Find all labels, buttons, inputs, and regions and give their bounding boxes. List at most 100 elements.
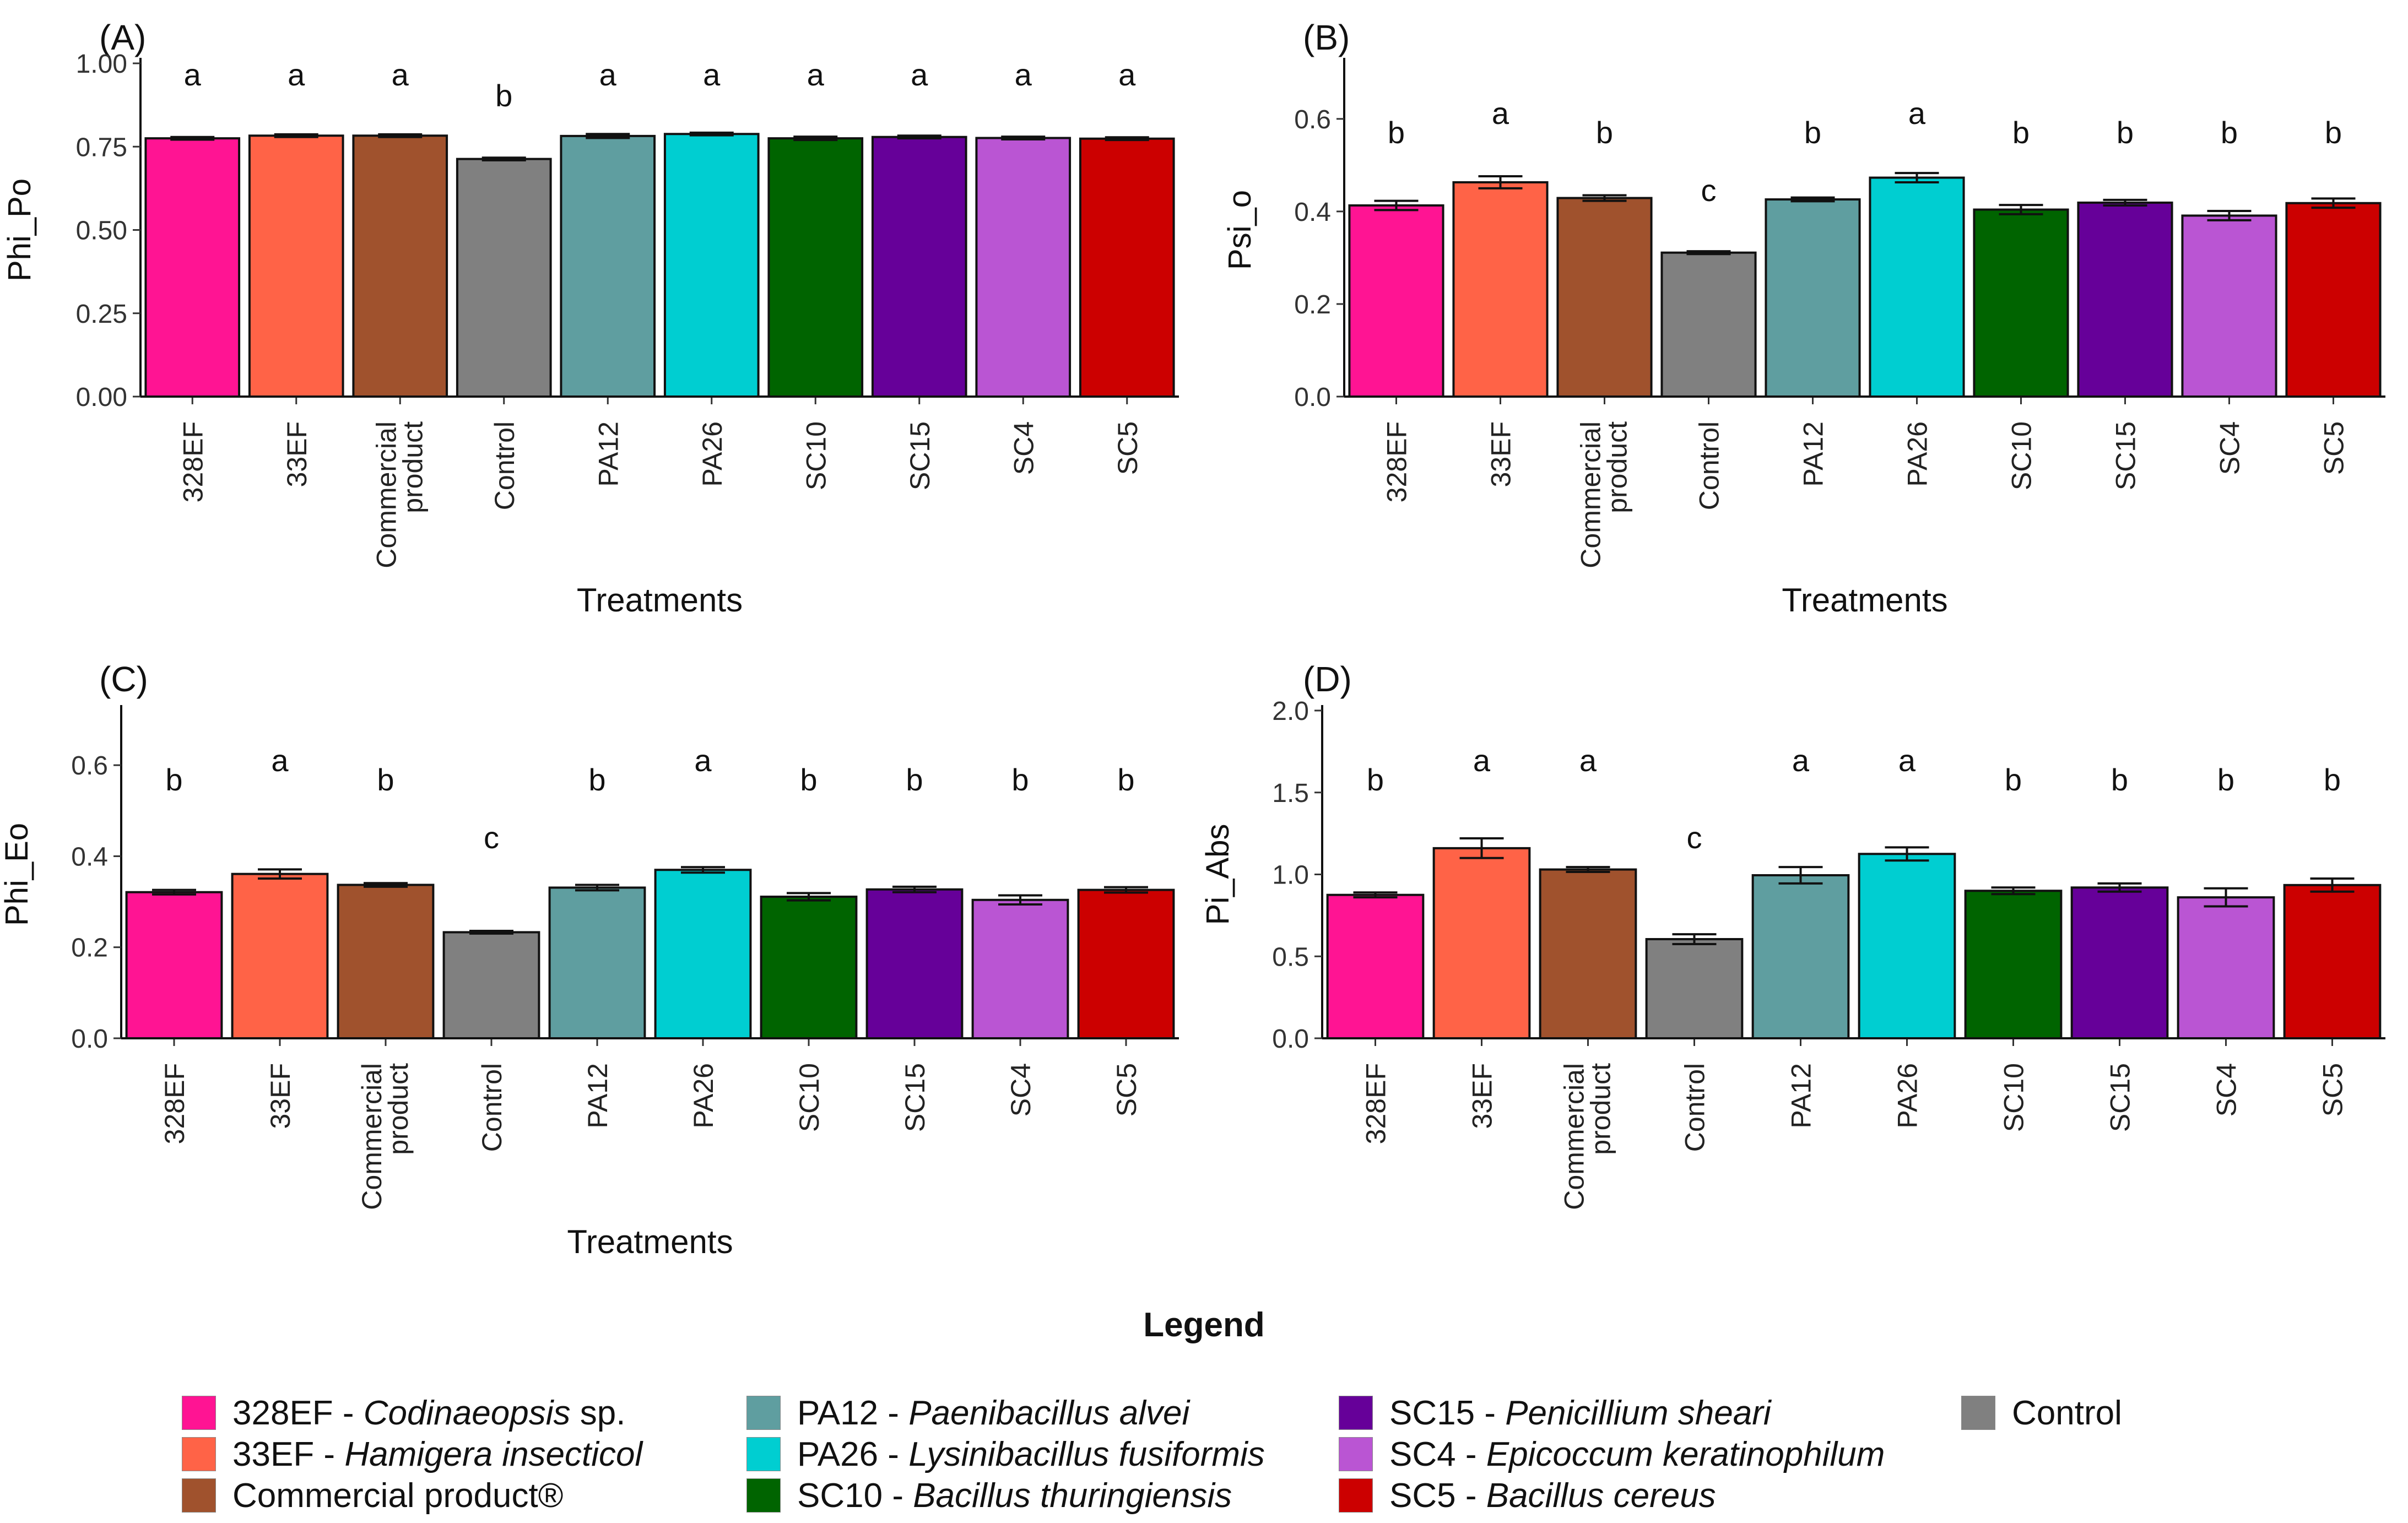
- bar: [1077, 888, 1175, 1039]
- panel-label: (D): [1303, 659, 1352, 699]
- legend-label: SC5 - Bacillus cereus: [1389, 1476, 1716, 1515]
- significance-letter: b: [1596, 115, 1613, 150]
- bar: [456, 158, 552, 398]
- x-tick-label: SC10: [2006, 421, 2037, 490]
- legend-title: Legend: [1143, 1306, 1265, 1344]
- significance-letter: b: [1367, 762, 1384, 797]
- bar: [1973, 208, 2069, 398]
- significance-letter: a: [1898, 743, 1916, 778]
- legend-label: 328EF - Codinaeopsis sp.: [232, 1394, 626, 1432]
- significance-letter: b: [2325, 115, 2342, 150]
- legend-item-SC10: SC10 - Bacillus thuringiensis: [746, 1476, 1232, 1515]
- x-tick-label: 33EF: [265, 1063, 296, 1129]
- significance-letter: a: [1908, 96, 1926, 131]
- bar: [1326, 893, 1425, 1039]
- significance-letter: a: [911, 57, 928, 92]
- significance-letter: b: [2111, 762, 2128, 797]
- legend-item-PA12: PA12 - Paenibacillus alvei: [746, 1394, 1189, 1432]
- legend-swatch: [746, 1396, 781, 1430]
- significance-letter: a: [1118, 57, 1136, 92]
- x-tick-label: SC15: [2111, 421, 2141, 490]
- y-tick-label: 0.75: [76, 133, 127, 162]
- x-axis-title: Treatments: [1782, 582, 1947, 619]
- x-tick-label: 328EF: [159, 1063, 190, 1144]
- bar: [654, 869, 752, 1039]
- y-tick-label: 0.2: [1294, 290, 1331, 319]
- x-axis-title: Treatments: [577, 582, 743, 619]
- x-tick-label: 33EF: [1486, 421, 1517, 487]
- y-tick-label: 0.00: [76, 383, 127, 412]
- x-tick-label: SC15: [905, 421, 935, 490]
- panel-label: (B): [1303, 18, 1350, 57]
- legend-swatch: [1339, 1478, 1373, 1513]
- bar: [760, 895, 858, 1039]
- significance-letter: b: [588, 762, 605, 797]
- legend-label: Commercial product®: [232, 1476, 564, 1515]
- bar: [352, 134, 448, 398]
- bar: [663, 133, 760, 398]
- significance-letter: a: [392, 57, 409, 92]
- significance-letter: b: [377, 762, 394, 797]
- bar: [767, 137, 864, 398]
- legend-swatch: [746, 1437, 781, 1471]
- x-tick-label: SC15: [900, 1063, 930, 1132]
- legend-swatch: [182, 1478, 216, 1513]
- x-tick-label: SC10: [1999, 1063, 2030, 1132]
- significance-letter: b: [800, 762, 817, 797]
- x-tick-label: SC5: [1111, 1063, 1142, 1116]
- y-axis-title: Phi_Po: [2, 178, 37, 281]
- significance-letter: b: [1011, 762, 1029, 797]
- significance-letter: b: [1804, 115, 1821, 150]
- y-tick-label: 0.2: [71, 934, 108, 963]
- bar: [1765, 198, 1861, 398]
- legend-item-SC5: SC5 - Bacillus cereus: [1339, 1476, 1716, 1515]
- bar: [1556, 197, 1653, 398]
- x-tick-label: SC15: [2105, 1063, 2136, 1132]
- bar: [1660, 251, 1757, 398]
- legend-swatch: [1339, 1437, 1373, 1471]
- significance-letter: b: [2005, 762, 2022, 797]
- legend-label: SC10 - Bacillus thuringiensis: [797, 1476, 1232, 1515]
- significance-letter: b: [495, 78, 512, 113]
- significance-letter: a: [703, 57, 721, 92]
- x-tick-label: SC5: [1112, 421, 1143, 475]
- significance-letter: a: [694, 743, 712, 778]
- significance-letter: a: [184, 57, 202, 92]
- bar: [1751, 874, 1850, 1040]
- significance-letter: a: [599, 57, 617, 92]
- bar: [248, 134, 344, 398]
- significance-letter: b: [2221, 115, 2238, 150]
- y-axis-title: Psi_o: [1222, 190, 1258, 270]
- y-tick-label: 0.25: [76, 300, 127, 329]
- bar: [1348, 204, 1444, 398]
- significance-letter: a: [1792, 743, 1810, 778]
- legend-swatch: [182, 1396, 216, 1430]
- x-tick-label: SC5: [2318, 1063, 2349, 1116]
- bar: [1964, 890, 2063, 1039]
- significance-letter: c: [484, 820, 499, 855]
- bar: [337, 884, 435, 1039]
- legend-label: PA12 - Paenibacillus alvei: [797, 1394, 1190, 1432]
- y-tick-label: 0.50: [76, 216, 127, 246]
- x-tick-label: SC10: [794, 1063, 825, 1132]
- bar: [1079, 137, 1175, 398]
- x-tick-label: SC10: [800, 421, 831, 490]
- legend-item-SC15: SC15 - Penicillium sheari: [1339, 1394, 1771, 1432]
- bar: [2181, 214, 2277, 398]
- significance-letter: a: [807, 57, 825, 92]
- legend-item-328EF: 328EF - Codinaeopsis sp.: [182, 1394, 625, 1432]
- x-tick-label: SC5: [2319, 421, 2350, 475]
- x-tick-label: Control: [489, 421, 520, 510]
- bar: [1432, 847, 1531, 1040]
- y-tick-label: 0.6: [71, 751, 108, 781]
- x-tick-label: Control: [477, 1063, 507, 1152]
- y-tick-label: 2.0: [1272, 697, 1309, 726]
- y-tick-label: 0.4: [1294, 198, 1331, 227]
- x-tick-label: PA26: [1902, 421, 1933, 487]
- legend-swatch: [1339, 1396, 1373, 1430]
- significance-letter: b: [2324, 762, 2341, 797]
- y-axis-title: Pi_Abs: [1200, 824, 1236, 925]
- y-tick-label: 1.5: [1272, 779, 1309, 808]
- x-tick-label: Commercialproduct: [371, 421, 428, 568]
- significance-letter: b: [2117, 115, 2134, 150]
